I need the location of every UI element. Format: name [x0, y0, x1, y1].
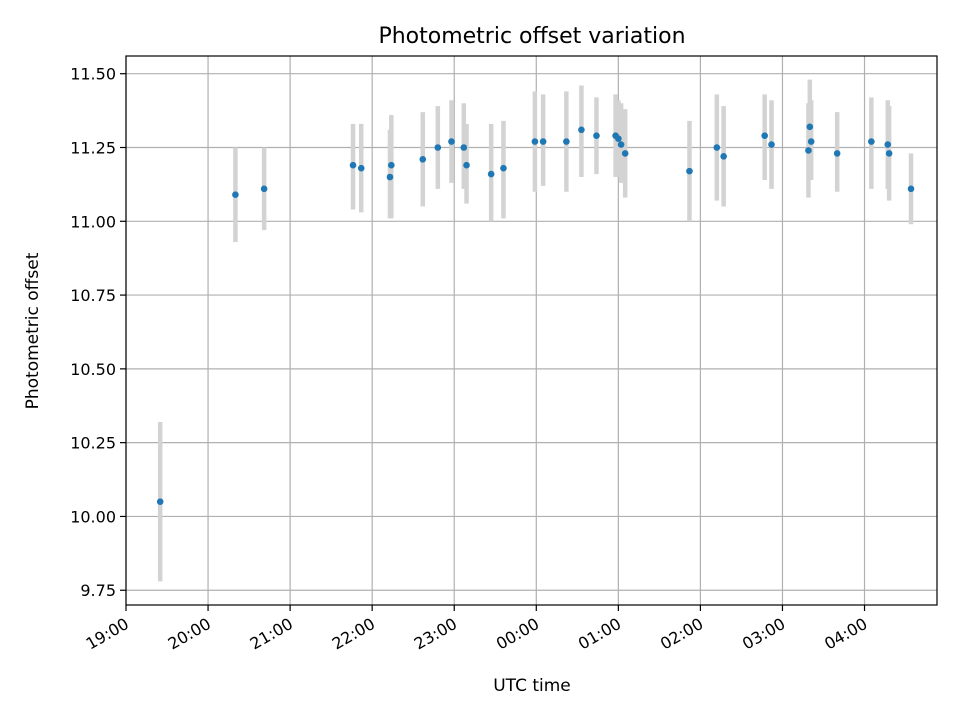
data-point: [686, 167, 693, 175]
data-point: [868, 138, 875, 145]
data-point: [768, 141, 775, 148]
data-point: [805, 147, 812, 154]
data-point: [621, 150, 629, 157]
data-points: [156, 123, 915, 505]
data-point: [531, 138, 539, 145]
y-tick-label: 10.25: [70, 434, 116, 453]
data-point: [806, 123, 814, 131]
data-point: [448, 138, 455, 145]
plot-frame: [125, 55, 938, 606]
data-point: [617, 141, 625, 148]
y-tick-label: 10.75: [70, 286, 116, 305]
x-tick-label: 19:00: [83, 614, 132, 654]
data-point: [434, 144, 442, 151]
y-tick-label: 11.00: [70, 212, 116, 231]
x-axis-ticks: 19:00 20:00 21:00 22:00 23:00 00:00 01:00 02:00…: [83, 605, 871, 654]
y-tick-label: 10.50: [70, 360, 116, 379]
data-point: [539, 138, 547, 145]
x-tick-label: 01:00: [575, 614, 624, 654]
data-point: [349, 161, 357, 169]
data-point: [260, 185, 268, 193]
data-point: [833, 150, 841, 157]
data-point: [232, 191, 239, 199]
data-point: [463, 161, 470, 169]
x-tick-label: 21:00: [247, 614, 296, 654]
x-tick-label: 03:00: [739, 614, 788, 654]
chart-title: Photometric offset variation: [378, 24, 685, 49]
data-point: [593, 132, 600, 139]
data-point: [713, 144, 721, 151]
data-point: [460, 144, 468, 151]
x-tick-label: 02:00: [657, 614, 706, 654]
data-point: [761, 132, 768, 139]
data-point: [419, 156, 427, 163]
data-point: [907, 185, 915, 193]
error-bars: [157, 79, 914, 582]
x-tick-label: 04:00: [821, 614, 870, 654]
data-point: [386, 173, 394, 181]
x-tick-label: 23:00: [411, 614, 460, 654]
grid: [125, 56, 937, 605]
x-tick-label: 22:00: [329, 614, 378, 654]
x-tick-label: 20:00: [165, 614, 214, 654]
y-tick-label: 10.00: [70, 507, 116, 526]
data-point: [487, 170, 495, 178]
y-tick-label: 11.50: [70, 65, 116, 84]
data-point: [156, 498, 164, 505]
data-point: [885, 150, 893, 157]
data-point: [720, 153, 727, 160]
data-point: [563, 138, 570, 145]
y-axis-ticks: 9.75 10.00 10.25 10.50 10.75 11.00 11.25 11.50: [70, 65, 126, 600]
y-tick-label: 9.75: [80, 581, 116, 600]
y-tick-label: 11.25: [70, 139, 116, 158]
data-point: [388, 161, 395, 169]
data-point: [578, 126, 585, 134]
data-point: [807, 138, 815, 145]
x-axis-label: UTC time: [493, 676, 571, 696]
x-tick-label: 00:00: [493, 614, 542, 654]
data-point: [357, 164, 365, 172]
data-point: [615, 135, 622, 142]
data-point: [500, 164, 507, 172]
y-axis-label: Photometric offset: [23, 252, 43, 409]
data-point: [884, 141, 892, 148]
